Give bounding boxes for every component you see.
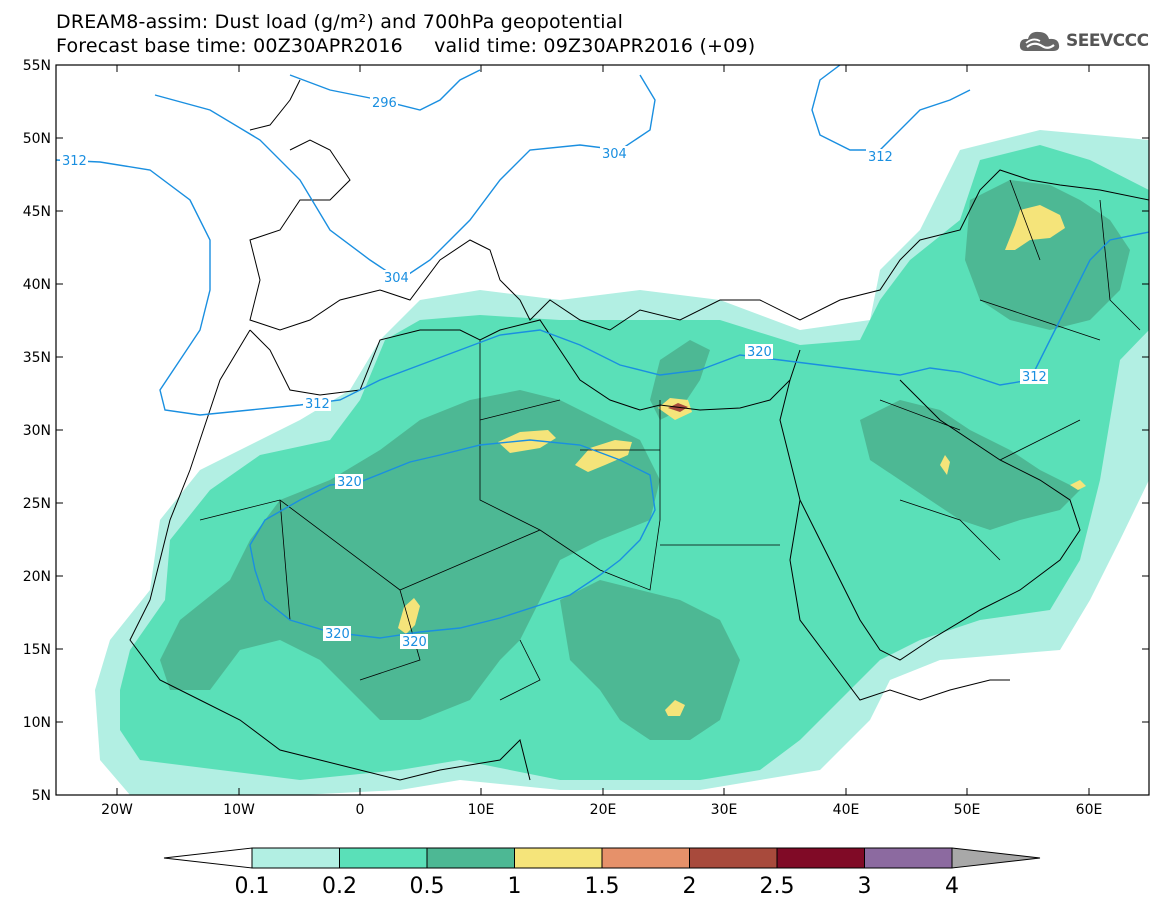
- lon-label: 10W: [223, 802, 255, 818]
- dust-band-1-niger: [398, 598, 420, 634]
- contour-label-320c: 320: [402, 635, 427, 650]
- lon-label: 0: [356, 802, 365, 818]
- coastline-europe: [249, 79, 1149, 331]
- lat-label: 15N: [23, 642, 51, 658]
- colorbar-label: 3: [858, 874, 872, 899]
- coastline-east-africa: [789, 499, 1010, 701]
- colorbar-swatch: [339, 847, 428, 869]
- dust-band-0.5-caspian: [965, 180, 1130, 330]
- dust-band-0.5-libya: [650, 340, 710, 420]
- lat-label: 45N: [23, 204, 51, 220]
- colorbar-swatch: [689, 847, 778, 869]
- dust-band-1-algeria: [498, 430, 556, 453]
- colorbar-max-arrow: [951, 847, 1041, 869]
- forecast-time-line: Forecast base time: 00Z30APR2016 valid t…: [56, 35, 756, 57]
- dust-band-1-caspian: [1005, 205, 1065, 250]
- dust-band-1-iraq: [940, 455, 950, 475]
- colorbar-swatch: [601, 847, 690, 869]
- coastline-west-africa: [129, 329, 531, 781]
- lon-label: 10E: [468, 802, 495, 818]
- lat-label: 55N: [23, 58, 51, 74]
- colorbar: 0.1 0.2 0.5 1 1.5 2 2.5 3 4: [163, 847, 1041, 899]
- colorbar-swatch: [864, 847, 953, 869]
- latitude-labels: 55N 50N 45N 40N 35N 30N 25N 20N 15N 10N …: [23, 58, 51, 804]
- colorbar-label: 1.5: [585, 874, 620, 899]
- lat-label: 5N: [32, 788, 51, 804]
- logo-text: SEEVCCC: [1066, 31, 1149, 51]
- lat-label: 10N: [23, 715, 51, 731]
- seevccc-logo: SEEVCCC: [1018, 26, 1149, 56]
- colorbar-swatch: [426, 847, 515, 869]
- contour-label-304a: 304: [602, 147, 627, 162]
- colorbar-min-arrow: [163, 847, 253, 869]
- contour-304-east: [811, 65, 971, 151]
- lat-label: 40N: [23, 277, 51, 293]
- colorbar-label: 2: [683, 874, 697, 899]
- lon-label: 50E: [954, 802, 981, 818]
- dust-band-1-libya: [575, 440, 632, 472]
- dust-band-0.5-west: [160, 390, 660, 720]
- colorbar-label: 1: [508, 874, 522, 899]
- colorbar-swatch: [251, 847, 340, 869]
- lat-label: 35N: [23, 350, 51, 366]
- colorbar-swatch: [776, 847, 865, 869]
- contour-label-296: 296: [372, 96, 397, 111]
- lat-label: 50N: [23, 131, 51, 147]
- longitude-labels: 20W 10W 0 10E 20E 30E 40E 50E 60E: [101, 802, 1102, 818]
- contour-label-312a: 312: [62, 154, 87, 169]
- contour-304-europe: [154, 74, 656, 281]
- lat-ticks: [56, 64, 1149, 723]
- contour-320: [249, 439, 656, 639]
- contour-label-304c: 312: [868, 150, 893, 165]
- lat-label: 20N: [23, 569, 51, 585]
- colorbar-swatch: [514, 847, 603, 869]
- lon-label: 60E: [1076, 802, 1103, 818]
- colorbar-label: 0.2: [322, 874, 357, 899]
- contour-label-320b: 320: [325, 627, 350, 642]
- contour-label-304b: 304: [384, 271, 409, 286]
- colorbar-label: 0.5: [410, 874, 445, 899]
- contour-labels: 296 304 304 312 312 312 312 320 320 320 …: [60, 95, 1048, 650]
- lon-label: 30E: [711, 802, 738, 818]
- dust-fields: [95, 130, 1149, 795]
- contour-296: [289, 69, 481, 111]
- lon-label: 40E: [833, 802, 860, 818]
- coastlines: [129, 79, 1149, 781]
- dust-band-1-iran: [1070, 480, 1086, 490]
- coastline-north-africa: [249, 319, 801, 411]
- contour-label-320a: 320: [337, 475, 362, 490]
- contour-312-west: [56, 159, 1149, 416]
- contour-label-312c: 312: [1022, 370, 1047, 385]
- cloud-icon: [1019, 31, 1060, 51]
- country-borders: [199, 179, 1141, 701]
- lon-ticks: [116, 65, 1090, 795]
- dust-band-0.5-arabia: [860, 400, 1080, 530]
- dust-band-0.5-central: [560, 580, 740, 740]
- map-title: DREAM8-assim: Dust load (g/m²) and 700hP…: [56, 11, 624, 33]
- colorbar-label: 4: [945, 874, 959, 899]
- colorbar-label: 2.5: [760, 874, 795, 899]
- geopotential-contours: [56, 65, 1149, 639]
- contour-label-312d: 320: [747, 345, 772, 360]
- lon-label: 20E: [590, 802, 617, 818]
- colorbar-label: 0.1: [235, 874, 270, 899]
- lon-label: 20W: [101, 802, 133, 818]
- dust-band-1-chad: [665, 700, 685, 716]
- contour-label-312b: 312: [305, 397, 330, 412]
- lat-label: 30N: [23, 423, 51, 439]
- coastline-red-sea: [779, 379, 1081, 661]
- lat-label: 25N: [23, 496, 51, 512]
